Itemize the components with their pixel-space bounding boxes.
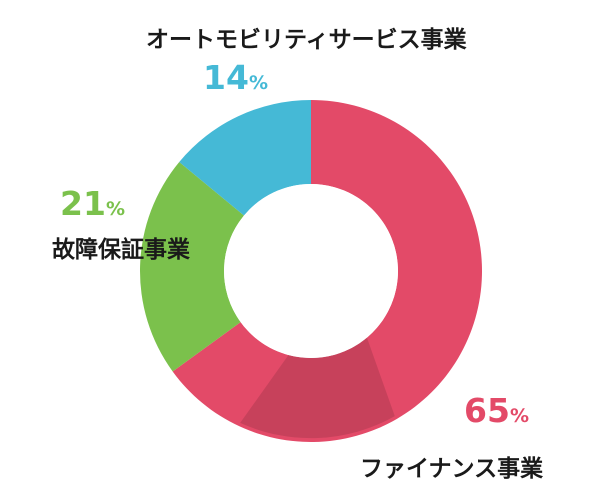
pct-value-automobility: 14 — [203, 58, 249, 97]
pct-value-warranty: 21 — [60, 184, 106, 223]
pct-sign-warranty: % — [106, 198, 125, 220]
slice-warranty — [140, 162, 244, 372]
donut-inner-shadows — [240, 337, 395, 439]
pct-value-finance: 65 — [464, 391, 510, 430]
pct-sign-automobility: % — [249, 72, 268, 94]
pct-sign-finance: % — [510, 405, 529, 427]
pct-label-automobility: 14% — [203, 58, 268, 97]
donut-hole — [224, 184, 398, 358]
inner-shadow — [240, 337, 395, 439]
pct-label-warranty: 21% — [60, 184, 125, 223]
category-label-warranty: 故障保証事業 — [52, 236, 191, 263]
donut-slices — [140, 100, 483, 443]
pct-label-finance: 65% — [464, 391, 529, 430]
category-label-automobility: オートモビリティサービス事業 — [146, 26, 468, 53]
slice-automobility — [179, 100, 311, 216]
slice-finance — [172, 100, 483, 443]
category-label-finance: ファイナンス事業 — [360, 455, 544, 482]
